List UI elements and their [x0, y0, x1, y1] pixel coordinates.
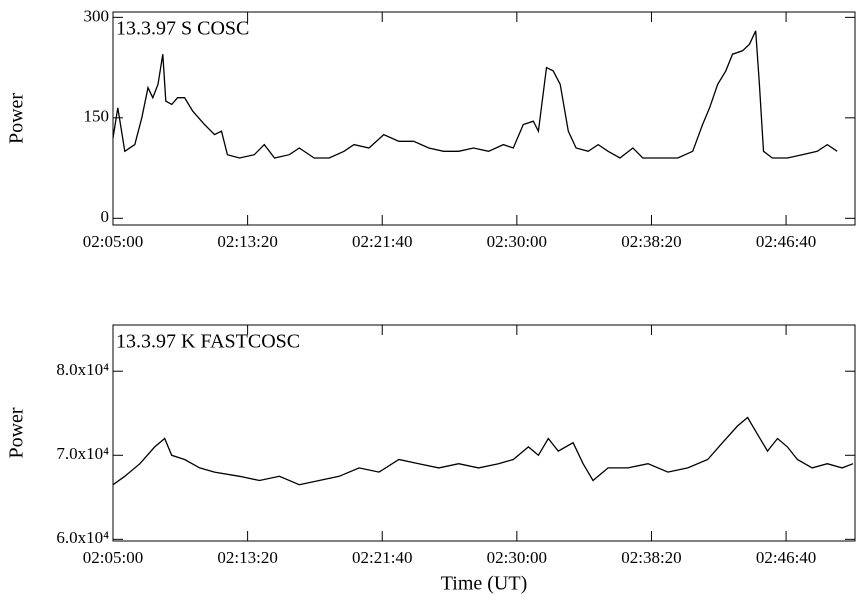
y-tick-label: 300	[84, 6, 110, 25]
plot-frame	[112, 11, 856, 226]
x-tick-label: 02:30:00	[487, 232, 547, 251]
x-axis-label: Time (UT)	[441, 573, 527, 595]
x-tick-label: 02:38:20	[621, 548, 681, 567]
y-axis-label: Power	[6, 93, 28, 144]
x-tick-label: 02:05:00	[83, 548, 143, 567]
y-tick-label: 150	[84, 107, 110, 126]
y-tick-label: 7.0x10⁴	[56, 444, 109, 463]
x-tick-label: 02:38:20	[621, 232, 681, 251]
x-tick-label: 02:21:40	[352, 232, 412, 251]
data-line	[112, 30, 838, 159]
x-tick-label: 02:05:00	[83, 232, 143, 251]
x-tick-label: 02:46:40	[756, 232, 816, 251]
x-tick-label: 02:13:20	[217, 548, 277, 567]
x-tick-label: 02:13:20	[217, 232, 277, 251]
data-line	[112, 416, 854, 486]
y-tick-label: 8.0x10⁴	[56, 360, 109, 379]
y-axis-label: Power	[6, 407, 28, 458]
plot-frame	[112, 324, 856, 542]
y-tick-label: 0	[101, 207, 110, 226]
x-tick-label: 02:46:40	[756, 548, 816, 567]
y-tick-label: 6.0x10⁴	[56, 528, 109, 547]
annotation: 13.3.97 S COSC	[116, 18, 249, 40]
x-tick-label: 02:21:40	[352, 548, 412, 567]
x-tick-label: 02:30:00	[487, 548, 547, 567]
annotation: 13.3.97 K FASTCOSC	[116, 331, 300, 353]
